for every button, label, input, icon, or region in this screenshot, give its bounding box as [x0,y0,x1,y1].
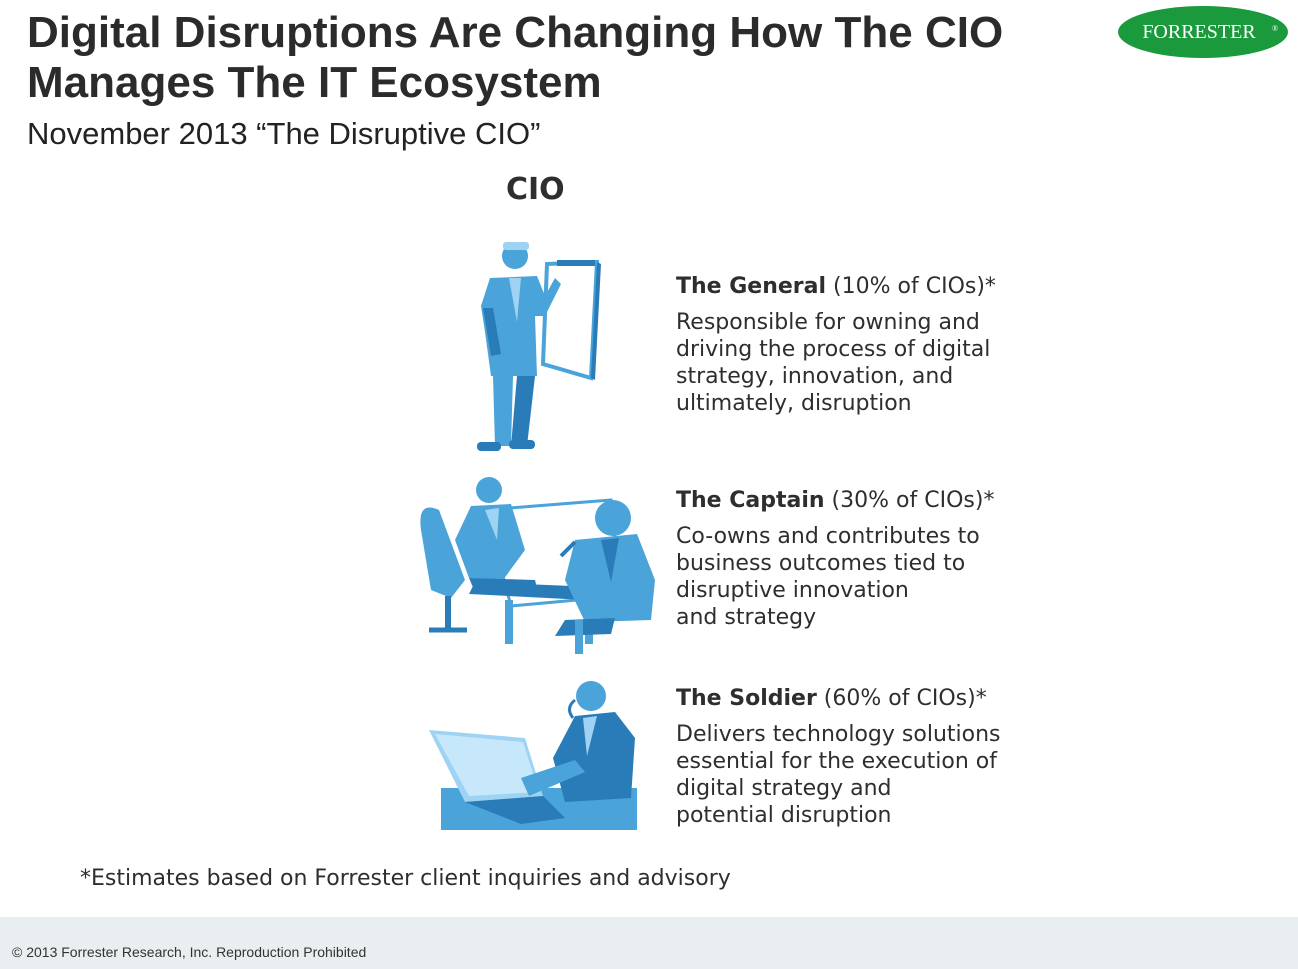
title-line-1: Digital Disruptions Are Changing How The… [27,8,1004,57]
role-description: Co-owns and contributes to business outc… [676,523,1036,631]
forrester-logo: FORRESTER ® [1118,6,1288,58]
logo-registered-mark: ® [1272,24,1278,33]
meeting-icon [420,477,655,654]
logo-text: FORRESTER [1142,21,1256,43]
slide-title: Digital Disruptions Are Changing How The… [27,8,1097,108]
role-description: Delivers technology solutions essential … [676,721,1036,829]
description-line: driving the process of digital [676,337,991,362]
description-line: essential for the execution of [676,749,998,774]
description-line: disruptive innovation [676,578,909,603]
role-general: The General (10% of CIOs)* Responsible f… [676,273,1036,417]
presenter-icon [477,242,601,451]
footnote: *Estimates based on Forrester client inq… [80,866,731,891]
description-line: and strategy [676,605,817,630]
slide-subtitle: November 2013 “The Disruptive CIO” [27,116,541,151]
description-line: strategy, innovation, and [676,364,954,389]
description-line: Delivers technology solutions [676,722,1001,747]
description-line: potential disruption [676,803,892,828]
description-line: digital strategy and [676,776,892,801]
role-soldier: The Soldier (60% of CIOs)* Delivers tech… [676,685,1036,829]
role-share: (10% of CIOs)* [826,274,996,299]
role-name: The General [676,274,827,299]
role-captain: The Captain (30% of CIOs)* Co-owns and c… [676,487,1036,631]
laptop-worker-icon [429,681,637,830]
role-description: Responsible for owning and driving the p… [676,309,1036,417]
description-line: business outcomes tied to [676,551,966,576]
role-share: (60% of CIOs)* [816,686,987,711]
role-share: (30% of CIOs)* [824,488,995,513]
description-line: ultimately, disruption [676,391,912,416]
description-line: Responsible for owning and [676,310,980,335]
slide-footer: © 2013 Forrester Research, Inc. Reproduc… [0,917,1298,969]
title-line-2: Manages The IT Ecosystem [27,58,602,107]
diagram-heading: CIO [506,172,565,207]
role-name: The Captain [676,488,825,513]
role-name: The Soldier [676,686,817,711]
description-line: Co-owns and contributes to [676,524,980,549]
copyright-text: © 2013 Forrester Research, Inc. Reproduc… [12,944,367,960]
